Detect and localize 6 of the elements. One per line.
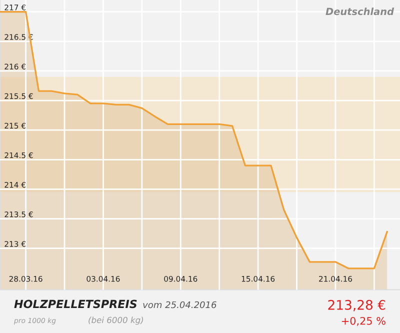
annotation: Deutschland bbox=[326, 8, 394, 16]
text: (bei 6000 kg) bbox=[88, 316, 144, 325]
text: 213,28 € bbox=[328, 300, 386, 312]
text: HOLZPELLETSPREIS bbox=[14, 300, 137, 308]
text: +0,25 % bbox=[342, 316, 386, 326]
text: vom 25.04.2016 bbox=[143, 301, 216, 308]
